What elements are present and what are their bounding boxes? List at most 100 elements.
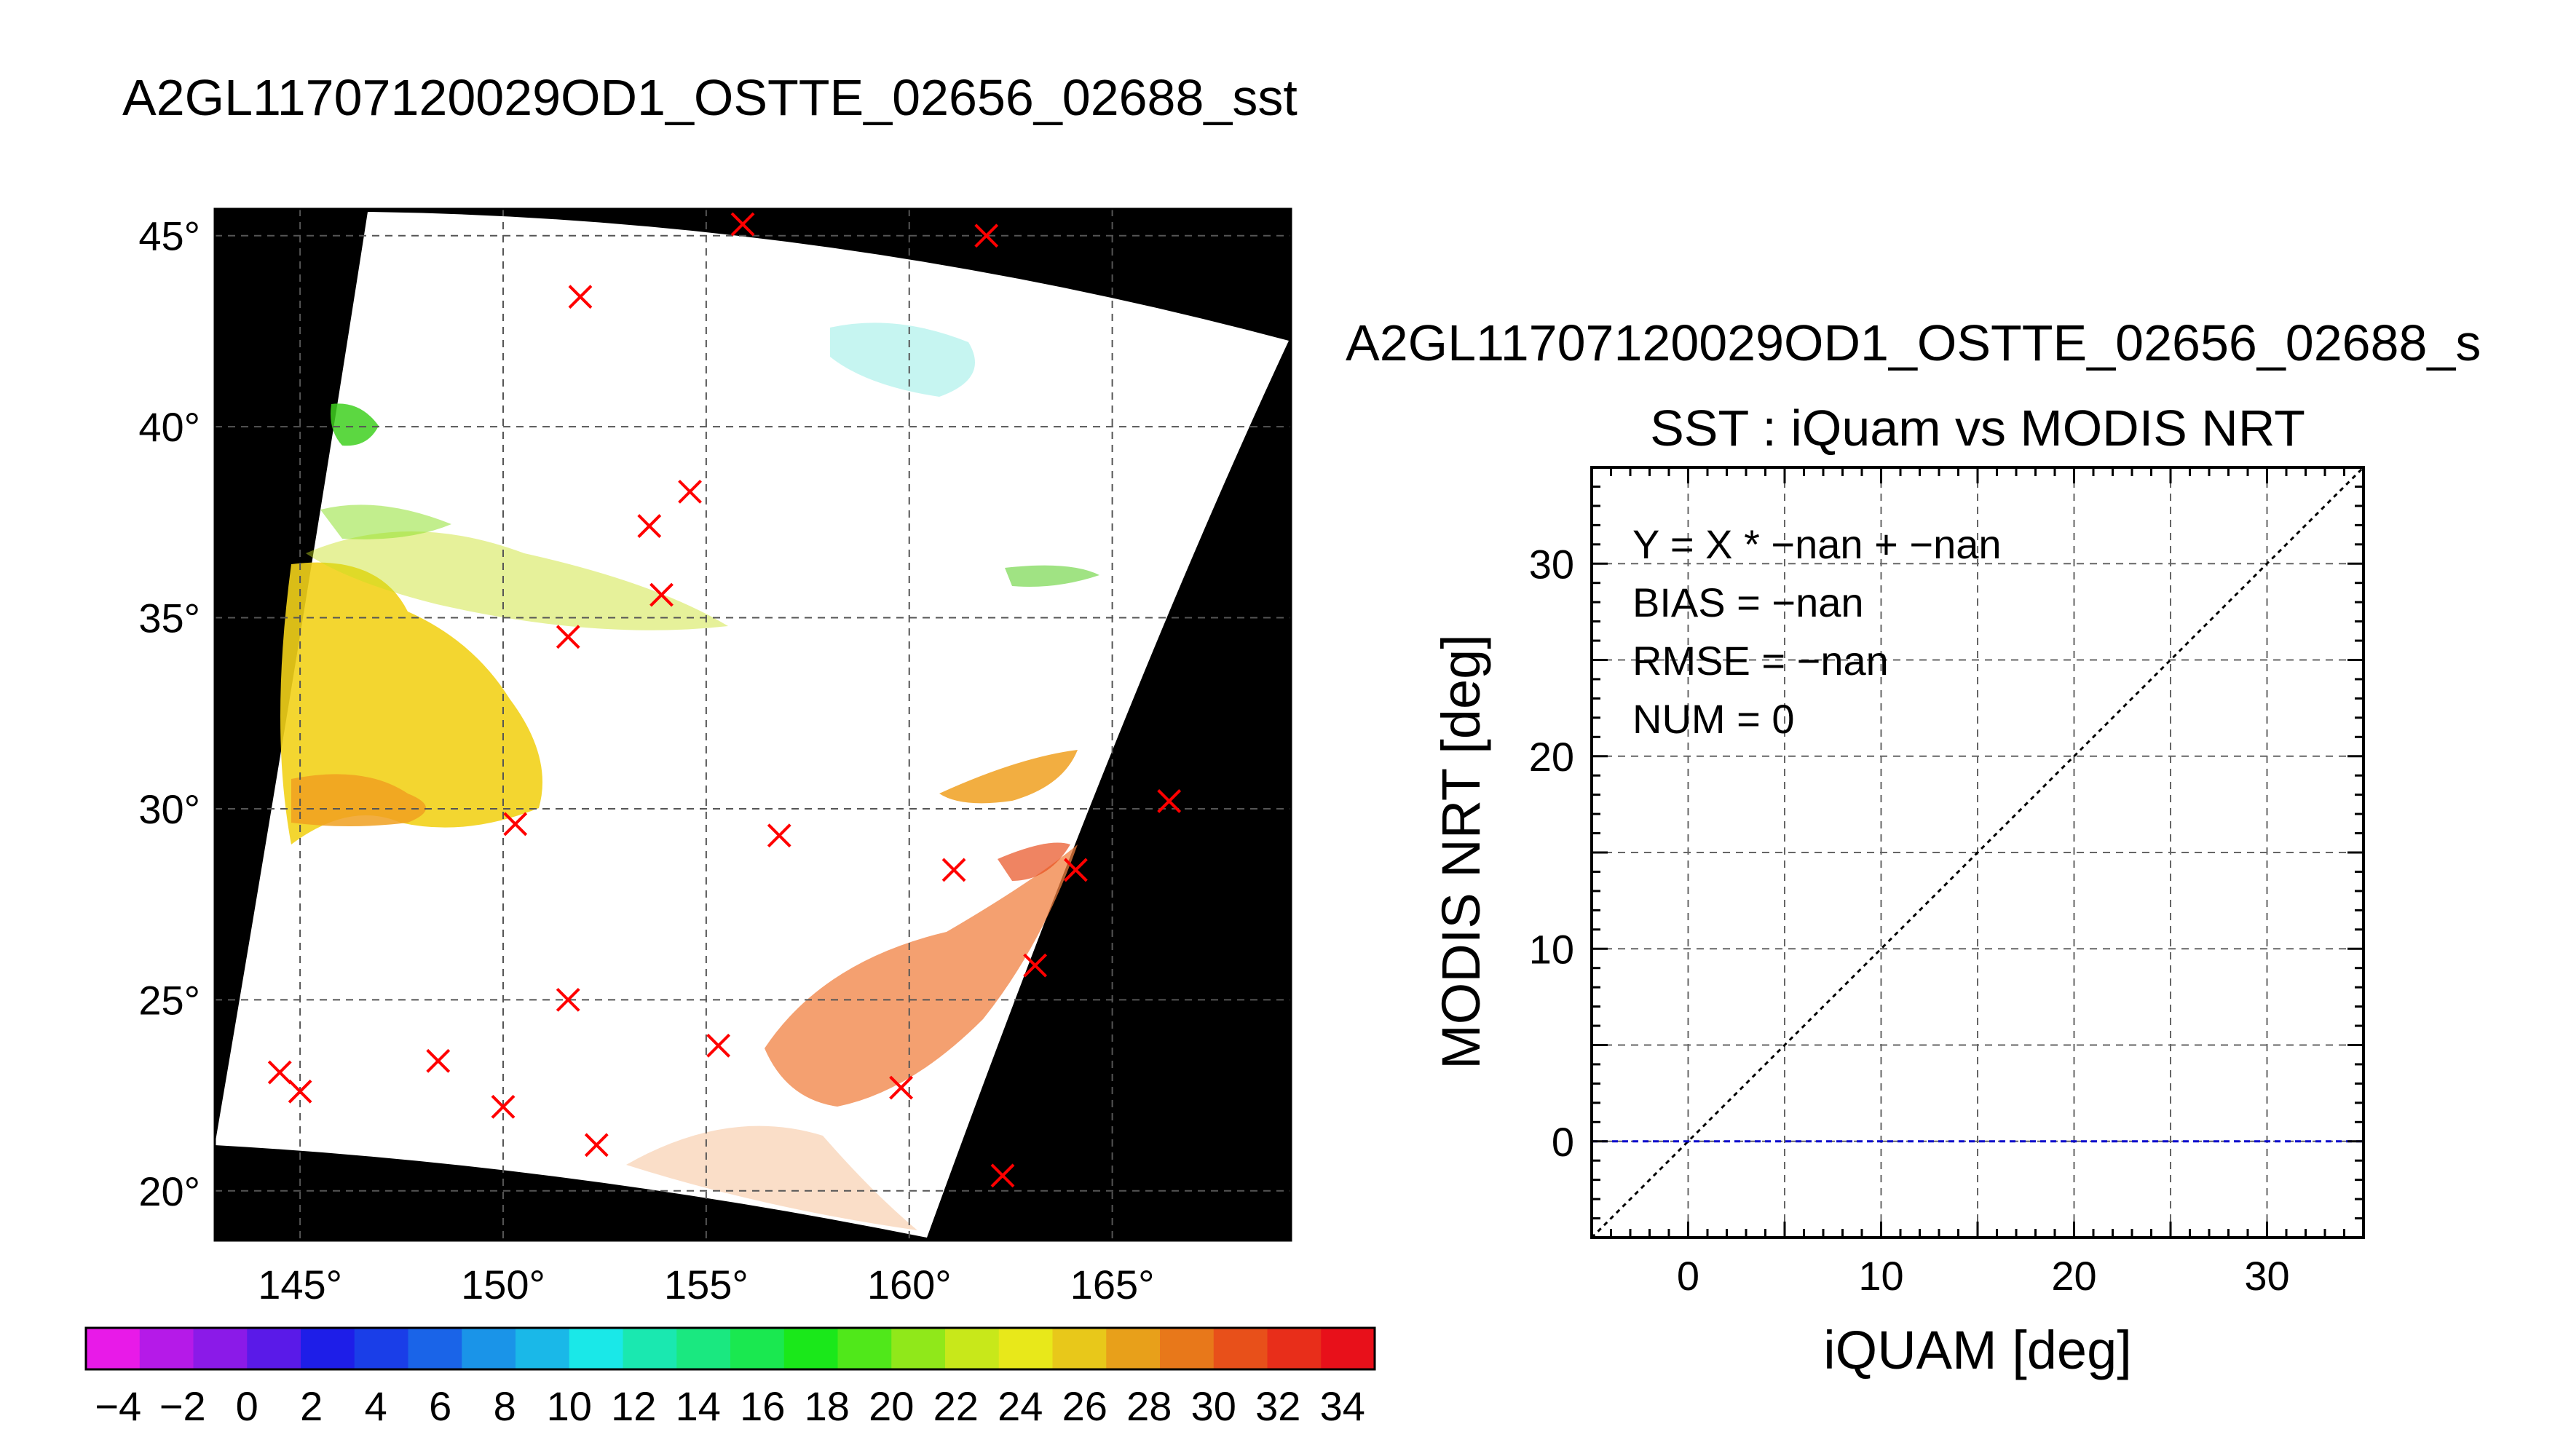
- lon-tick-label: 155°: [664, 1262, 749, 1307]
- colorbar-tick-label: 12: [611, 1383, 656, 1429]
- station-cross-stroke: [889, 1075, 913, 1100]
- station-cross-stroke: [556, 987, 580, 1012]
- colorbar-tick-label: 18: [805, 1383, 850, 1429]
- lon-tick-label: 165°: [1070, 1262, 1155, 1307]
- sst-patch-orangered: [998, 842, 1070, 881]
- colorbar-tick-label: 32: [1255, 1383, 1300, 1429]
- sst-patch-green-mid: [1005, 565, 1099, 587]
- colorbar-swatch: [86, 1328, 141, 1369]
- station-marker: [889, 1075, 913, 1100]
- station-cross-stroke: [941, 858, 966, 882]
- station-cross-stroke: [990, 1163, 1015, 1188]
- scatter-chart-title: SST : iQuam vs MODIS NRT: [1650, 400, 2305, 456]
- scatter-frame: [1590, 466, 2365, 1239]
- colorbar-swatch: [891, 1328, 946, 1369]
- sst-patch-yellow: [280, 562, 542, 844]
- colorbar-tick-label: 0: [236, 1383, 258, 1429]
- colorbar-tick-label: 24: [998, 1383, 1043, 1429]
- colorbar-tick-label: 14: [676, 1383, 721, 1429]
- map-tick-labels: 145° 150° 155° 160° 165° 20° 25° 30° 35° 40° 45°: [138, 213, 1154, 1307]
- station-marker: [584, 1133, 609, 1158]
- colorbar-swatch: [139, 1328, 194, 1369]
- lat-tick-label: 45°: [138, 213, 200, 259]
- station-marker: [556, 987, 580, 1012]
- x-tick-label: 20: [2051, 1253, 2096, 1299]
- station-cross-stroke: [974, 223, 999, 248]
- colorbar-tick-label: 16: [740, 1383, 785, 1429]
- station-marker: [1063, 858, 1088, 882]
- station-marker: [767, 823, 791, 848]
- scatter-plot: SST : iQuam vs MODIS NRT 0 10 20 300102030 …: [1431, 400, 2365, 1380]
- lat-tick-label: 30°: [138, 786, 200, 832]
- colorbar-swatch: [676, 1328, 731, 1369]
- colorbar-swatch: [1106, 1328, 1161, 1369]
- y-tick-label: 30: [1529, 541, 1574, 587]
- lat-tick-label: 25°: [138, 977, 200, 1023]
- station-marker: [503, 812, 528, 836]
- station-marker: [426, 1048, 451, 1073]
- colorbar-swatch: [730, 1328, 785, 1369]
- colorbar-tick-label: −4: [95, 1383, 141, 1429]
- satellite-swath: [215, 212, 1289, 1238]
- colorbar-swatch: [247, 1328, 301, 1369]
- station-cross-stroke: [568, 285, 593, 309]
- colorbar-swatch: [1213, 1328, 1268, 1369]
- colorbar-tick-label: 28: [1126, 1383, 1172, 1429]
- station-cross-stroke: [730, 212, 755, 237]
- lat-tick-label: 35°: [138, 596, 200, 641]
- sst-patch-orange-east: [939, 750, 1078, 804]
- stats-box: Y = X * −nan + −nan BIAS = −nan RMSE = −na…: [1632, 521, 2002, 742]
- lat-tick-label: 40°: [138, 404, 200, 450]
- colorbar-tick-label: 6: [429, 1383, 451, 1429]
- station-marker: [288, 1079, 312, 1104]
- sst-patch-green-north: [331, 403, 379, 446]
- colorbar-tick-label: 30: [1191, 1383, 1236, 1429]
- sst-map: 145° 150° 155° 160° 165° 20° 25° 30° 35° 40° 45°: [138, 207, 1292, 1307]
- colorbar-swatch: [623, 1328, 677, 1369]
- station-cross-stroke: [678, 479, 702, 504]
- lon-tick-label: 150°: [461, 1262, 545, 1307]
- station-cross-stroke: [1157, 789, 1182, 813]
- colorbar-tick-label: 22: [933, 1383, 979, 1429]
- sst-data-patches: [280, 323, 1099, 1230]
- station-marker: [730, 212, 755, 237]
- colorbar-tick-label: 8: [494, 1383, 516, 1429]
- colorbar-tick-label: 10: [547, 1383, 592, 1429]
- one-to-one-line: [1590, 466, 2365, 1239]
- colorbar-swatch: [516, 1328, 570, 1369]
- colorbar-tick-label: 26: [1062, 1383, 1107, 1429]
- colorbar-tick-label: 2: [300, 1383, 323, 1429]
- stats-line: Y = X * −nan + −nan: [1632, 521, 2002, 567]
- station-cross-stroke: [584, 1133, 609, 1158]
- y-tick-label: 0: [1552, 1119, 1574, 1165]
- colorbar-swatch: [301, 1328, 355, 1369]
- station-cross-stroke: [767, 823, 791, 848]
- station-cross-stroke: [267, 1060, 292, 1085]
- station-marker: [678, 479, 702, 504]
- colorbar-swatch: [1052, 1328, 1107, 1369]
- x-axis-label: iQUAM [deg]: [1823, 1320, 2132, 1380]
- colorbar-swatch: [354, 1328, 408, 1369]
- colorbar-swatch: [783, 1328, 838, 1369]
- x-tick-label: 10: [1858, 1253, 1903, 1299]
- station-cross-stroke: [503, 812, 528, 836]
- station-marker: [556, 625, 580, 649]
- lat-tick-label: 20°: [138, 1168, 200, 1214]
- station-marker: [1157, 789, 1182, 813]
- colorbar-tick-label: 4: [365, 1383, 387, 1429]
- station-markers: [267, 212, 1182, 1188]
- page-title: A2GL11707120029OD1_OSTTE_02656_02688_sst: [122, 69, 1298, 126]
- station-cross-stroke: [426, 1048, 451, 1073]
- colorbar-swatch: [1321, 1328, 1375, 1369]
- station-cross-stroke: [491, 1094, 516, 1119]
- station-marker: [941, 858, 966, 882]
- sst-patch-orange-west: [291, 774, 426, 826]
- sst-patch-orange-faint: [626, 1125, 917, 1230]
- colorbar-swatch: [408, 1328, 462, 1369]
- station-marker: [568, 285, 593, 309]
- sst-patch-cyan: [830, 323, 975, 397]
- station-cross-stroke: [649, 582, 674, 607]
- station-cross-stroke: [288, 1079, 312, 1104]
- station-marker: [990, 1163, 1015, 1188]
- colorbar-swatch: [462, 1328, 516, 1369]
